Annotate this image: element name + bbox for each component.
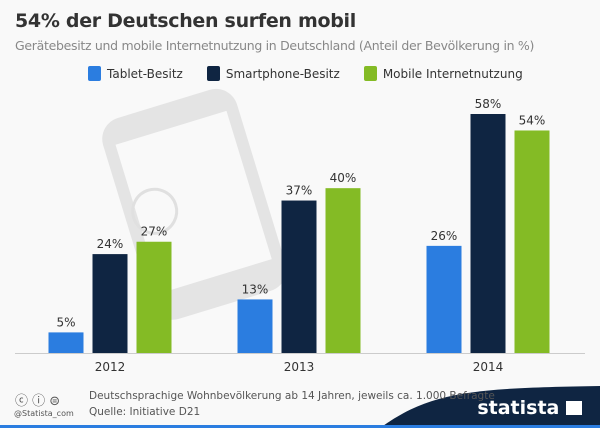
- legend-label: Smartphone-Besitz: [225, 66, 340, 81]
- data-label: 40%: [330, 171, 357, 185]
- footer-source: Quelle: Initiative D21: [89, 406, 201, 418]
- footer-brand-band: [380, 386, 600, 428]
- legend-item-mobile-internet: Mobile Internetnutzung: [363, 66, 523, 81]
- statista-handle: @Statista_com: [14, 409, 74, 418]
- data-label: 5%: [56, 315, 75, 329]
- bar-2013-2: [325, 188, 361, 353]
- data-label: 26%: [431, 229, 458, 243]
- legend-swatch: [363, 66, 377, 81]
- legend-label: Tablet-Besitz: [107, 66, 183, 81]
- legend-item-tablet: Tablet-Besitz: [88, 66, 183, 81]
- statista-logo[interactable]: statista: [477, 397, 582, 419]
- statista-logo-icon: [566, 401, 582, 415]
- bar-2014-2: [514, 130, 550, 353]
- data-label: 13%: [242, 282, 269, 296]
- data-label: 37%: [286, 184, 313, 198]
- bar-2014-1: [470, 114, 506, 353]
- bar-2013-1: [281, 200, 317, 353]
- data-label: 58%: [475, 97, 502, 111]
- data-label: 54%: [519, 113, 546, 127]
- x-tick-label: 2014: [473, 360, 504, 374]
- footer-stripe: [0, 425, 600, 428]
- bar-2012-2: [136, 241, 172, 353]
- legend-swatch: [206, 66, 220, 81]
- legend-swatch: [88, 66, 101, 81]
- x-tick-label: 2012: [95, 360, 126, 374]
- cc-license-icons: ⓒ ⓘ ⊜: [15, 394, 61, 409]
- data-label: 24%: [97, 237, 124, 251]
- legend-label: Mobile Internetnutzung: [382, 66, 523, 81]
- bar-2013-0: [237, 299, 273, 353]
- legend-item-smartphone: Smartphone-Besitz: [206, 66, 340, 81]
- bar-2014-0: [426, 245, 462, 353]
- legend: Tablet-Besitz Smartphone-Besitz Mobile I…: [88, 66, 523, 81]
- x-tick-label: 2013: [284, 360, 315, 374]
- data-label: 27%: [141, 225, 168, 239]
- bar-2012-1: [92, 254, 128, 353]
- chart-title: 54% der Deutschen surfen mobil: [15, 10, 356, 32]
- chart-subtitle: Gerätebesitz und mobile Internetnutzung …: [15, 38, 535, 53]
- bar-2012-0: [48, 332, 84, 353]
- footer-note: Deutschsprachige Wohnbevölkerung ab 14 J…: [89, 390, 495, 402]
